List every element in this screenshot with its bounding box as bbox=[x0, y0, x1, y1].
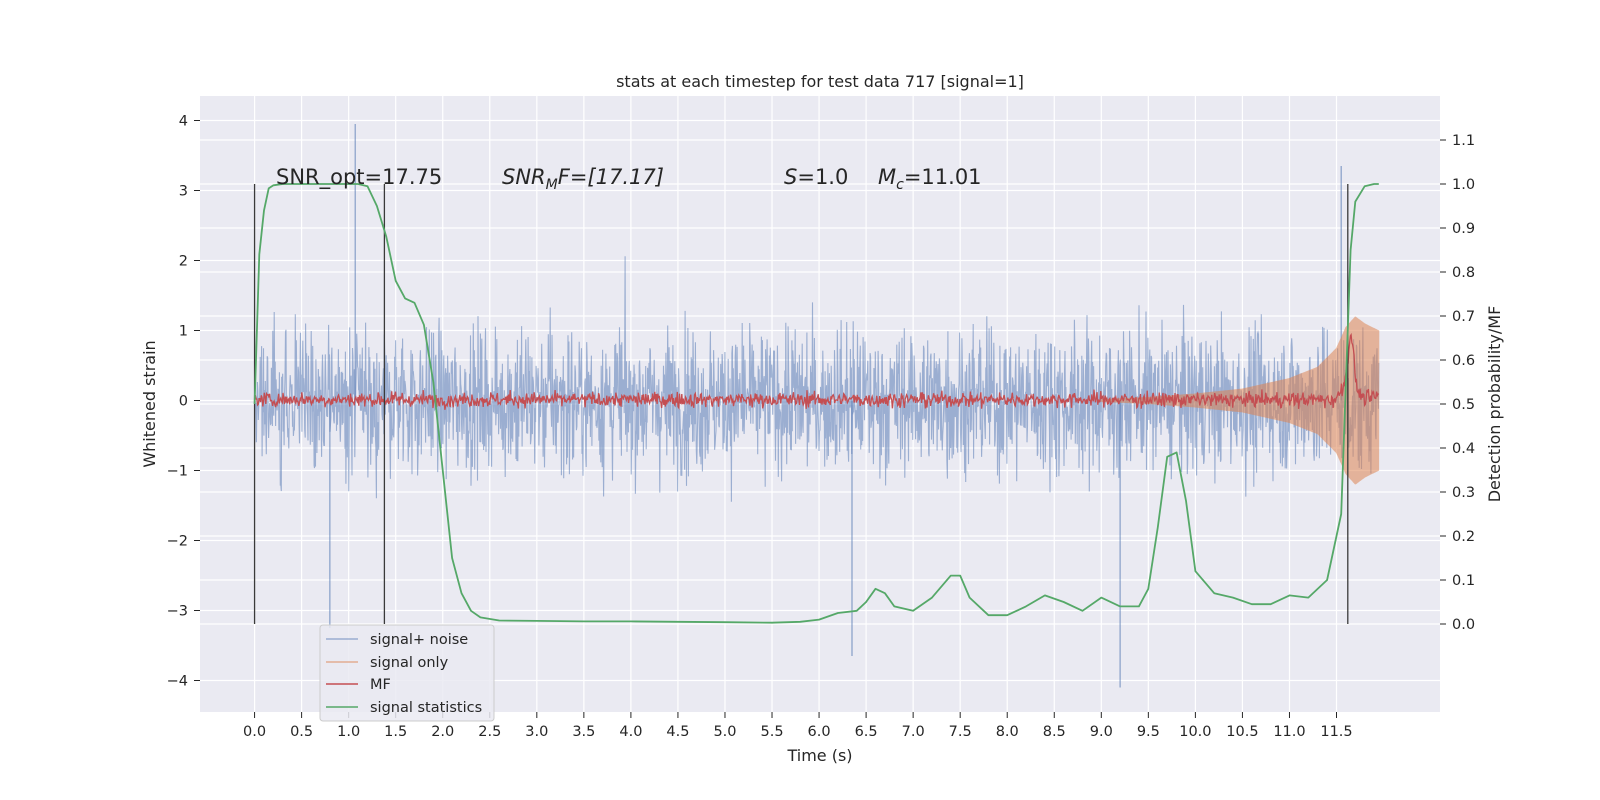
x-tick-label-5: 2.5 bbox=[478, 724, 501, 740]
x-tick-label-11: 5.5 bbox=[760, 724, 783, 740]
left-tick-label-3: −1 bbox=[167, 464, 188, 480]
left-tick-label-2: −2 bbox=[167, 534, 188, 550]
x-axis-label: Time (s) bbox=[786, 746, 852, 765]
marker-lines bbox=[253, 184, 1349, 624]
signal-statistics-series bbox=[253, 183, 1379, 624]
x-tick-label-10: 5.0 bbox=[713, 724, 736, 740]
annotation-s-value: =1.0 bbox=[797, 165, 848, 189]
signal-statistics-line bbox=[253, 183, 1379, 624]
right-tick-label-1: 0.1 bbox=[1452, 573, 1475, 589]
left-tick-label-6: 2 bbox=[179, 254, 188, 270]
x-tick-label-7: 3.5 bbox=[572, 724, 595, 740]
mf-series bbox=[253, 332, 1379, 410]
legend-label-signal-only: signal only bbox=[370, 655, 449, 671]
left-tick-label-0: −4 bbox=[167, 674, 188, 690]
right-tick-label-11: 1.1 bbox=[1452, 133, 1475, 149]
right-tick-label-6: 0.6 bbox=[1452, 353, 1475, 369]
chart-title: stats at each timestep for test data 717… bbox=[616, 72, 1024, 91]
left-tick-label-7: 3 bbox=[179, 184, 188, 200]
left-axis-ticks: −4 −3 −2 −1 0 1 2 3 4 bbox=[167, 114, 200, 690]
right-tick-label-7: 0.7 bbox=[1452, 309, 1475, 325]
annotation-snr-mf-sub: M bbox=[546, 177, 558, 193]
x-tick-label-23: 11.5 bbox=[1320, 724, 1352, 740]
right-tick-label-2: 0.2 bbox=[1452, 529, 1475, 545]
x-tick-label-2: 1.0 bbox=[337, 724, 360, 740]
right-axis-label: Detection probability/MF bbox=[1485, 306, 1504, 503]
left-tick-label-5: 1 bbox=[179, 324, 188, 340]
x-tick-label-17: 8.5 bbox=[1043, 724, 1066, 740]
x-tick-label-19: 9.5 bbox=[1137, 724, 1160, 740]
x-tick-label-14: 7.0 bbox=[902, 724, 925, 740]
right-tick-label-10: 1.0 bbox=[1452, 177, 1475, 193]
x-tick-label-13: 6.5 bbox=[855, 724, 878, 740]
left-tick-label-8: 4 bbox=[179, 114, 188, 130]
legend-frame bbox=[319, 624, 495, 722]
x-tick-label-0: 0.0 bbox=[243, 724, 266, 740]
x-axis-ticks: 0.0 0.5 1.0 1.5 2.0 2.5 3.0 3.5 4.0 4.5 5.0 5.5 6.0 6… bbox=[243, 712, 1353, 740]
annotation-snr-opt: SNR_opt=17.75 bbox=[276, 165, 442, 190]
x-tick-label-1: 0.5 bbox=[290, 724, 313, 740]
annotation-s: S=1.0 bbox=[784, 165, 848, 189]
signal-noise-series bbox=[254, 124, 1380, 688]
legend-label-mf: MF bbox=[370, 677, 391, 693]
left-tick-label-1: −3 bbox=[167, 604, 188, 620]
right-axis-ticks: 0.0 0.1 0.2 0.3 0.4 0.5 0.6 0.7 0.8 0.9 1.0 1.1 bbox=[1440, 133, 1475, 633]
annotation-snr-mf-rest: F=[17.17] bbox=[558, 165, 664, 189]
x-tick-label-9: 4.5 bbox=[666, 724, 689, 740]
x-tick-label-22: 11.0 bbox=[1273, 724, 1305, 740]
x-tick-label-16: 8.0 bbox=[996, 724, 1019, 740]
legend-label-signal-noise: signal+ noise bbox=[370, 632, 468, 648]
annotation-mc-symbol: M bbox=[878, 165, 896, 189]
x-tick-label-6: 3.0 bbox=[525, 724, 548, 740]
annotation-mc-sub: c bbox=[896, 177, 904, 193]
annotation-s-symbol: S bbox=[784, 165, 797, 189]
x-tick-label-12: 6.0 bbox=[808, 724, 831, 740]
right-tick-label-3: 0.3 bbox=[1452, 485, 1475, 501]
left-tick-label-4: 0 bbox=[179, 394, 188, 410]
legend: signal+ noise signal only MF signal stat… bbox=[319, 624, 495, 722]
x-tick-label-18: 9.0 bbox=[1090, 724, 1113, 740]
signal-noise-line bbox=[254, 256, 1380, 502]
x-tick-label-21: 10.5 bbox=[1226, 724, 1258, 740]
mf-line bbox=[253, 332, 1379, 410]
x-tick-label-8: 4.0 bbox=[619, 724, 642, 740]
annotation-mc: Mc=11.01 bbox=[878, 165, 982, 193]
legend-label-signal-statistics: signal statistics bbox=[370, 700, 482, 716]
annotation-snr-mf: SNRMF=[17.17] bbox=[502, 165, 664, 193]
right-tick-label-5: 0.5 bbox=[1452, 397, 1475, 413]
x-tick-label-3: 1.5 bbox=[384, 724, 407, 740]
right-tick-label-9: 0.9 bbox=[1452, 221, 1475, 237]
annotation-mc-value: =11.01 bbox=[904, 165, 982, 189]
x-tick-label-20: 10.0 bbox=[1179, 724, 1211, 740]
left-axis-label: Whitened strain bbox=[140, 340, 159, 467]
right-tick-label-0: 0.0 bbox=[1452, 617, 1475, 633]
right-tick-label-8: 0.8 bbox=[1452, 265, 1475, 281]
annotation-snr-mf-main: SNR bbox=[502, 165, 546, 189]
x-tick-label-4: 2.0 bbox=[431, 724, 454, 740]
x-tick-label-15: 7.5 bbox=[949, 724, 972, 740]
right-tick-label-4: 0.4 bbox=[1452, 441, 1475, 457]
